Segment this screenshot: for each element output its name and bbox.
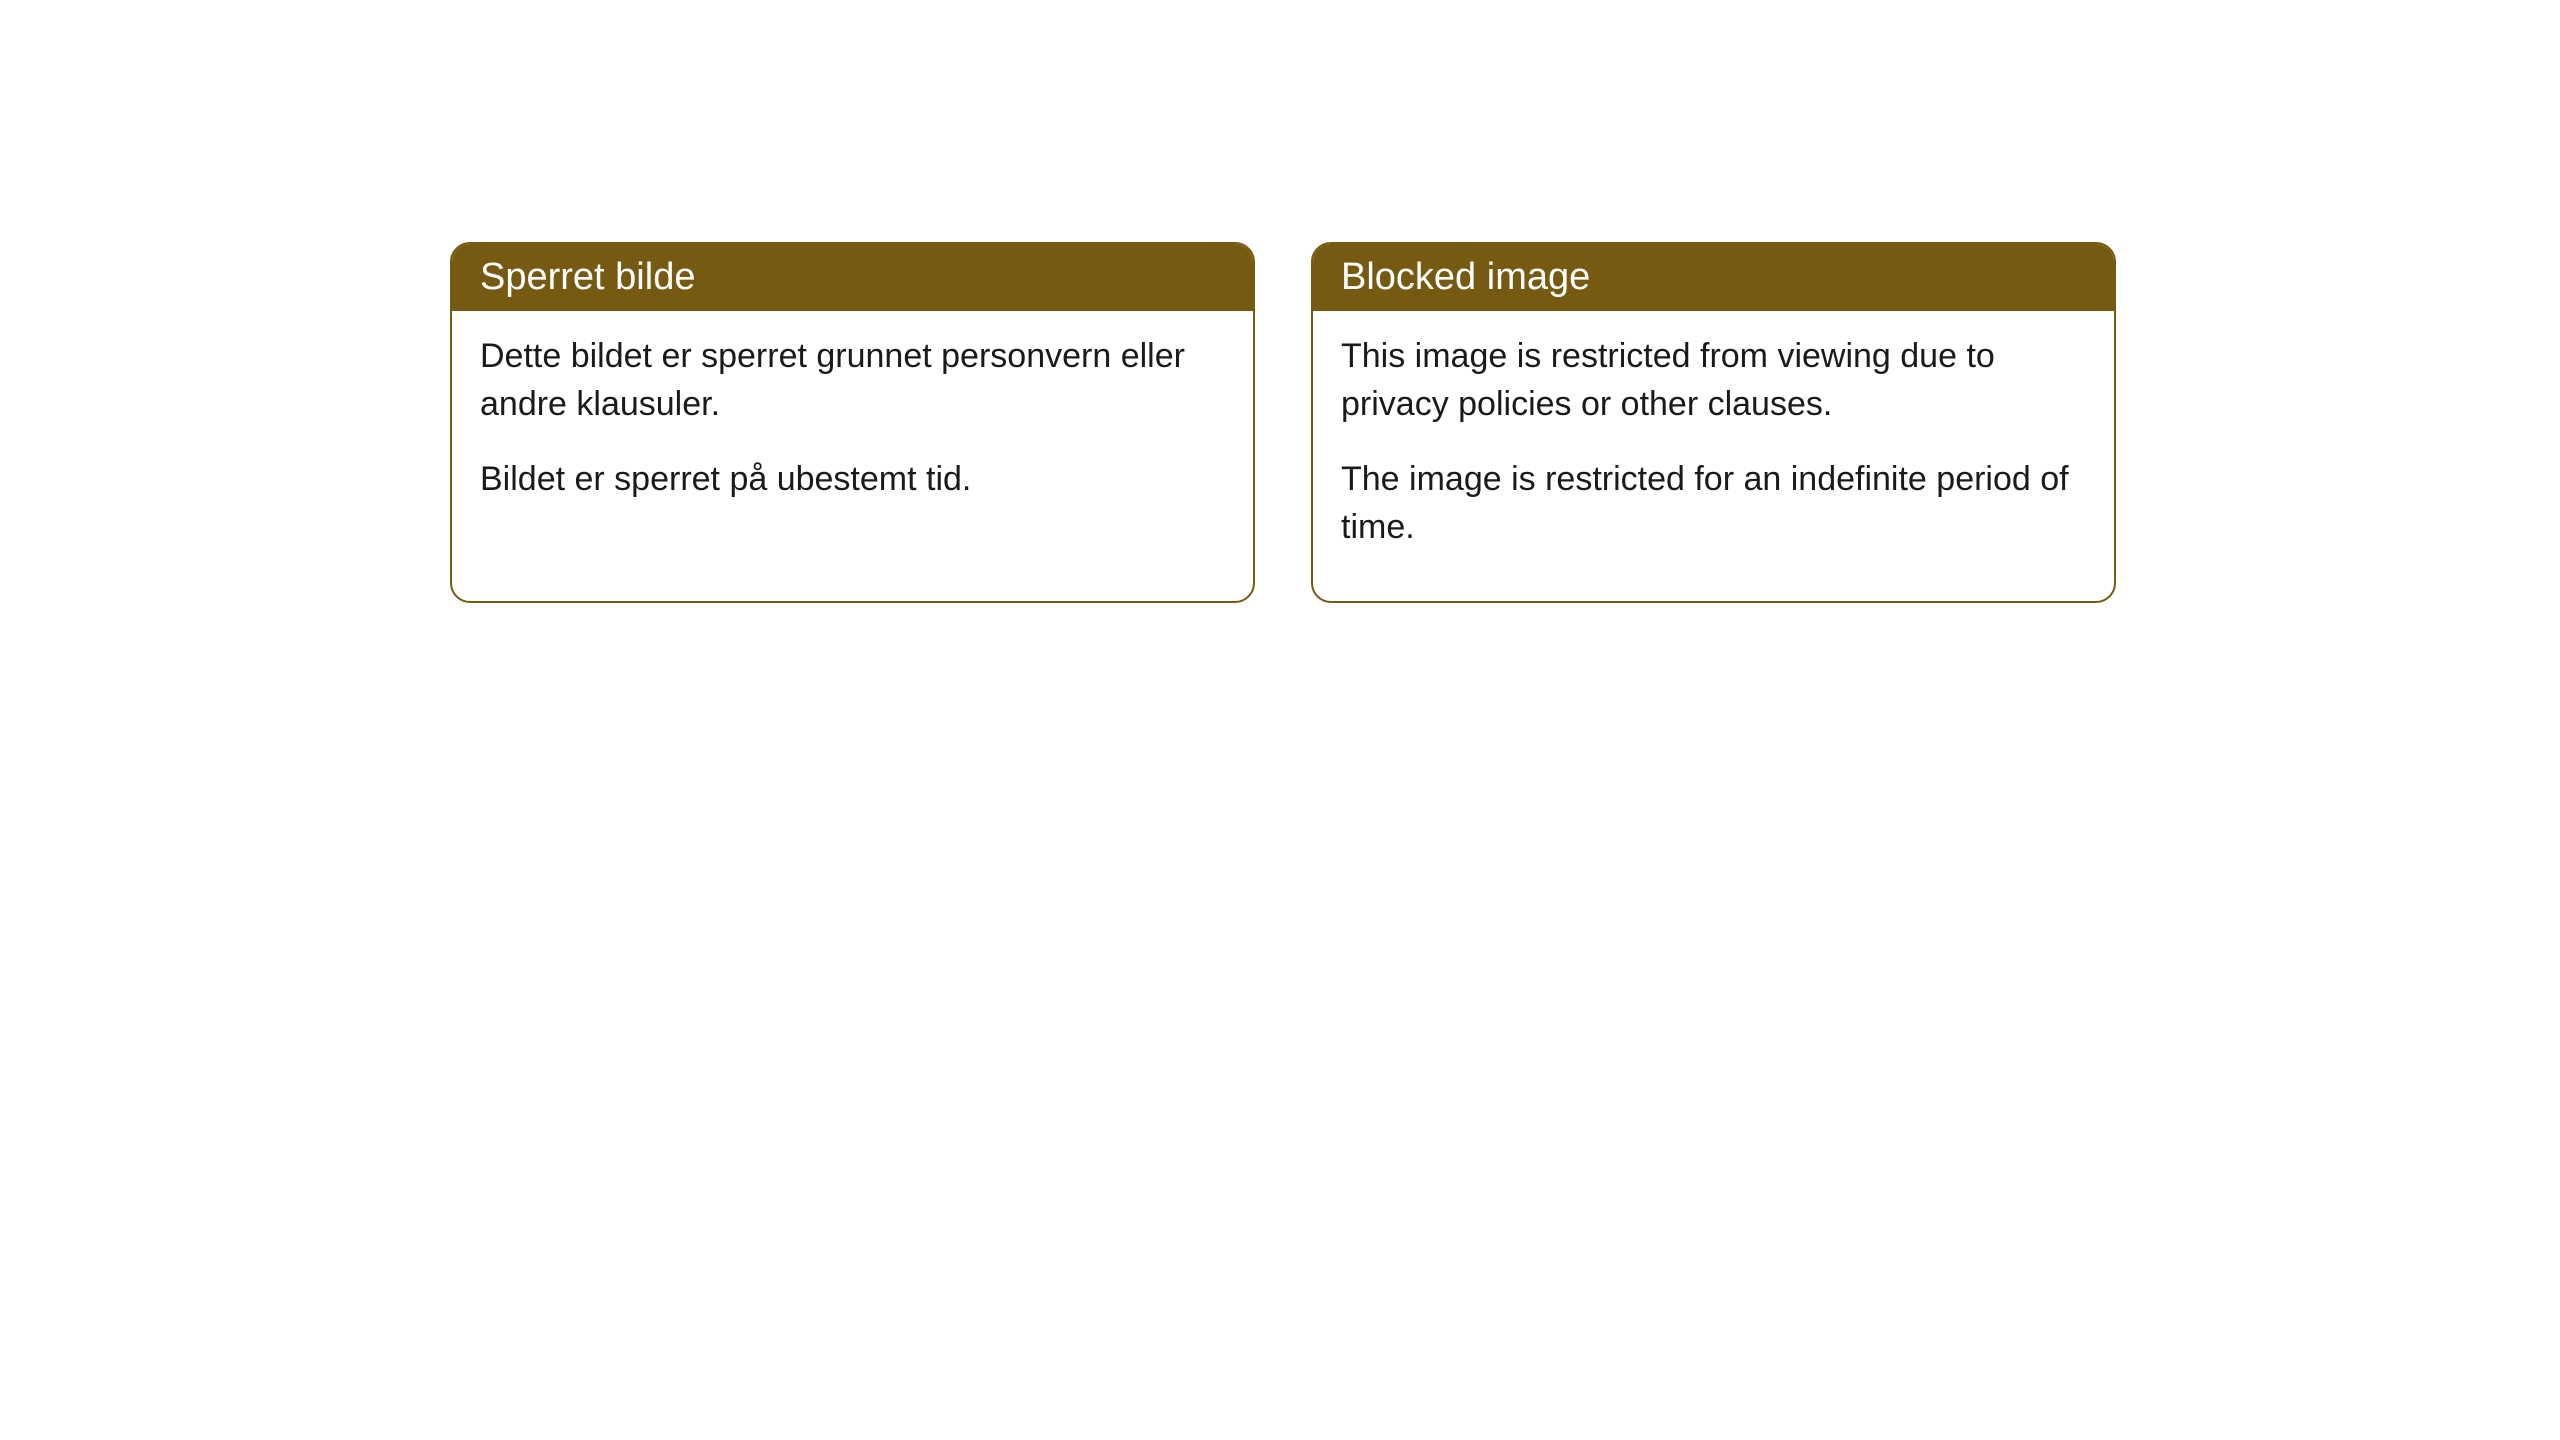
notice-container: Sperret bilde Dette bildet er sperret gr…: [0, 0, 2560, 603]
notice-header: Sperret bilde: [452, 244, 1253, 311]
notice-body: This image is restricted from viewing du…: [1313, 311, 2114, 601]
notice-card-english: Blocked image This image is restricted f…: [1311, 242, 2116, 603]
notice-body: Dette bildet er sperret grunnet personve…: [452, 311, 1253, 554]
notice-paragraph: This image is restricted from viewing du…: [1341, 333, 2086, 428]
notice-paragraph: The image is restricted for an indefinit…: [1341, 456, 2086, 551]
notice-paragraph: Bildet er sperret på ubestemt tid.: [480, 456, 1225, 504]
notice-header: Blocked image: [1313, 244, 2114, 311]
notice-card-norwegian: Sperret bilde Dette bildet er sperret gr…: [450, 242, 1255, 603]
notice-paragraph: Dette bildet er sperret grunnet personve…: [480, 333, 1225, 428]
